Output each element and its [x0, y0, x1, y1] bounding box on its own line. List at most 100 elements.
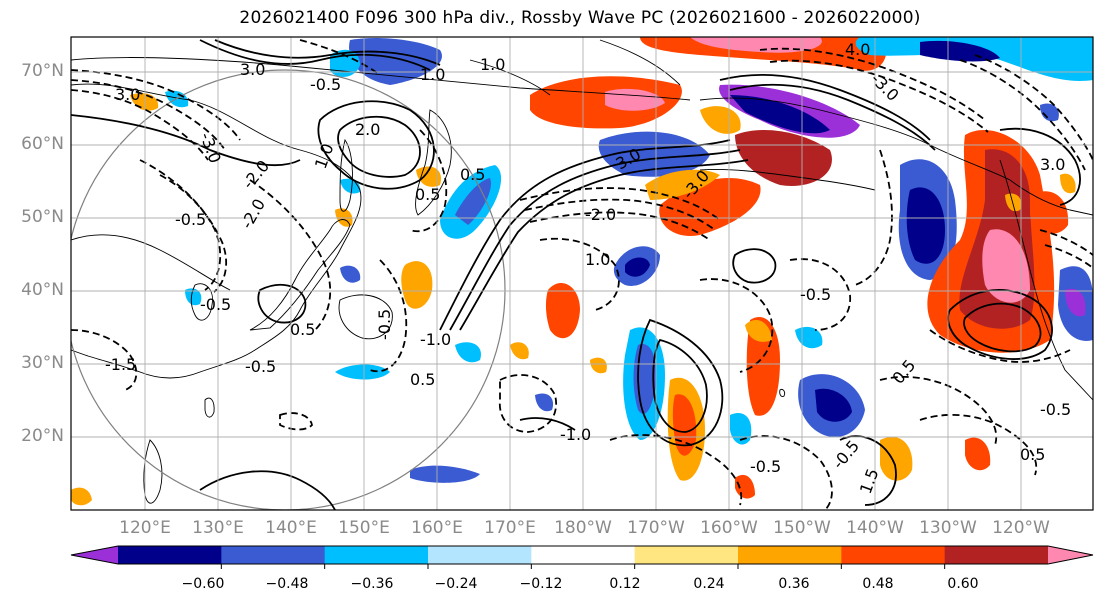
colorbar-tick-label: 0.60: [947, 576, 979, 592]
shade-darkblue-goa: [906, 187, 945, 264]
shade-blue-kuroshio: [598, 131, 710, 177]
contour-neg-30: [299, 39, 381, 76]
shade-blue-sub-24: [1040, 103, 1059, 122]
latitude-label: 60°N: [21, 134, 64, 154]
contour-label: 1.0: [585, 250, 610, 269]
contour-neg-19: [759, 47, 986, 121]
contour-label: 0.5: [415, 185, 440, 204]
shade-blue-sub-26: [185, 288, 202, 306]
longitude-label: 180°W: [554, 518, 612, 538]
shade-orange-alaska: [700, 106, 741, 134]
colorbar-tick-label: 0.36: [778, 576, 810, 592]
contour-label: 3.0: [115, 85, 140, 104]
contour-neg-5: [159, 174, 228, 293]
contour-thin-1: [71, 234, 231, 291]
shade-blue-sub-14: [340, 265, 361, 283]
contour-neg-17: [879, 376, 998, 446]
coastline-aleutian: [699, 169, 876, 191]
longitude-label: 140°E: [265, 518, 317, 538]
colorbar-segment: [944, 546, 1049, 564]
contour-neg-16: [739, 435, 833, 510]
shade-blue-nw: [349, 38, 442, 85]
contour-neg-20: [769, 59, 989, 133]
contour-neg-3: [71, 89, 209, 161]
colorbar-tick-label: −0.60: [181, 576, 225, 592]
shade-pink-westcoast: [982, 229, 1030, 303]
contour-label: -1.0: [420, 330, 451, 349]
figure-title: 2026021400 F096 300 hPa div., Rossby Wav…: [239, 8, 921, 28]
coastline-hawaii: [779, 389, 786, 397]
contour-pos-1: [71, 114, 301, 167]
contour-neg-7: [369, 259, 408, 373]
contour-label: 4.0: [845, 40, 870, 59]
contour-pos-17: [519, 417, 576, 431]
colorbar-segment: [634, 546, 739, 564]
colorbar-tick-label: 0.12: [609, 576, 641, 592]
positive-contours: [71, 39, 1081, 510]
colorbar-tick-label: −0.48: [265, 576, 309, 592]
contour-neg-9: [524, 198, 716, 231]
contour-label: 3.0: [1040, 155, 1065, 174]
coastline-russia-north: [71, 57, 691, 101]
reference-circle: [71, 69, 506, 510]
shade-orange-sub-21: [510, 342, 529, 360]
shade-orange-sub-3-light: [745, 320, 772, 342]
longitude-label: 170°E: [484, 518, 536, 538]
longitude-label: 140°W: [846, 518, 904, 538]
latitude-label: 50°N: [21, 207, 64, 227]
contour-pos-3: [214, 39, 441, 66]
map-frame: [70, 36, 1094, 511]
longitude-label: 130°W: [919, 518, 977, 538]
shade-blue-sub-8: [335, 364, 390, 380]
contour-pos-10: [729, 83, 936, 151]
contour-thin-3: [599, 39, 681, 86]
contour-neg-23: [854, 149, 893, 286]
coastline-philippines: [143, 439, 163, 504]
thin-contours: [71, 39, 681, 340]
contour-neg-6: [249, 179, 332, 331]
shade-pink-arctic-core: [690, 37, 822, 53]
contour-label: 0.5: [290, 320, 315, 339]
colorbar-segment: [738, 546, 842, 564]
contour-neg-24: [1039, 229, 1093, 256]
contour-label: 0.5: [410, 370, 435, 389]
contour-neg-29: [71, 329, 138, 391]
contour-neg-11: [539, 237, 620, 311]
contour-label: -0.5: [200, 295, 231, 314]
shade-orange-sub-13: [71, 487, 92, 506]
colorbar-segment: [841, 546, 946, 564]
contour-label: -0.5: [750, 457, 781, 476]
shade-red-sub-2: [545, 282, 580, 339]
colorbar-tick-label: −0.24: [434, 576, 478, 592]
shade-blue-arctic: [855, 37, 1093, 81]
contour-label: -1.0: [560, 425, 591, 444]
contour-pos-12: [652, 338, 708, 433]
contour-thin-4: [469, 59, 551, 96]
coastline-kamchatka: [415, 109, 452, 216]
contour-pos-8: [459, 159, 749, 331]
coastline-taiwan: [204, 397, 215, 418]
coastline-asia: [71, 83, 362, 379]
colorbar: [70, 545, 1094, 569]
shade-blue-sub-9: [410, 465, 480, 483]
colorbar-tick-label: 0.24: [693, 576, 725, 592]
contour-pos-6: [439, 139, 731, 331]
contour-neg-13: [789, 258, 851, 331]
longitude-label: 150°W: [773, 518, 831, 538]
coastline-alaska: [699, 97, 1093, 216]
contour-neg-21: [959, 59, 1086, 171]
shade-pink-arctic: [640, 37, 887, 71]
longitude-label: 150°E: [338, 518, 390, 538]
latitude-label: 40°N: [21, 280, 64, 300]
latitude-label: 30°N: [21, 353, 64, 373]
shade-purple-far-east: [1065, 288, 1086, 317]
shade-blue-sub-19: [535, 393, 554, 412]
contour-neg-25: [1044, 244, 1093, 269]
shade-orange-jet-light: [645, 169, 720, 200]
contour-pos-9: [719, 73, 931, 141]
contour-label: -0.5: [375, 309, 394, 340]
colorbar-segment: [324, 546, 429, 564]
contour-pos-15: [999, 127, 1081, 206]
longitude-label: 120°W: [992, 518, 1050, 538]
